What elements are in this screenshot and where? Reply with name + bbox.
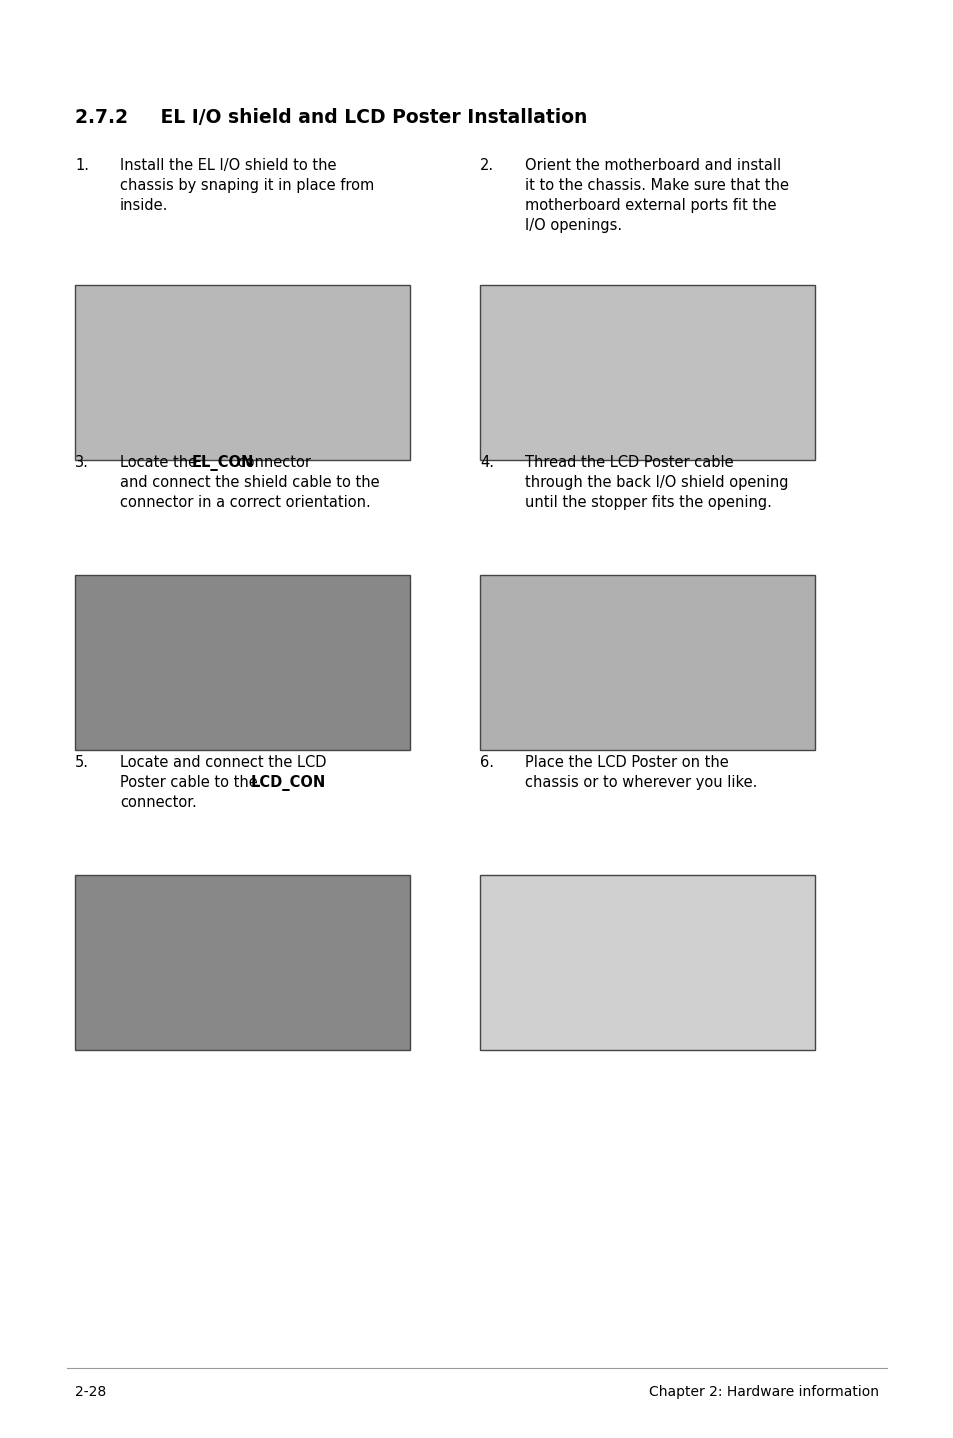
Text: it to the chassis. Make sure that the: it to the chassis. Make sure that the — [524, 178, 788, 193]
Text: LCD_CON: LCD_CON — [250, 775, 325, 791]
Text: Locate and connect the LCD: Locate and connect the LCD — [120, 755, 326, 769]
Text: through the back I/O shield opening: through the back I/O shield opening — [524, 475, 788, 490]
Text: 2.7.2     EL I/O shield and LCD Poster Installation: 2.7.2 EL I/O shield and LCD Poster Insta… — [75, 108, 587, 127]
Text: Chapter 2: Hardware information: Chapter 2: Hardware information — [648, 1385, 878, 1399]
Text: Install the EL I/O shield to the: Install the EL I/O shield to the — [120, 158, 336, 173]
Text: Locate the: Locate the — [120, 454, 201, 470]
Text: 5.: 5. — [75, 755, 89, 769]
Text: connector.: connector. — [120, 795, 196, 810]
Text: Thread the LCD Poster cable: Thread the LCD Poster cable — [524, 454, 733, 470]
Text: 2.: 2. — [479, 158, 494, 173]
Text: Place the LCD Poster on the: Place the LCD Poster on the — [524, 755, 728, 769]
Bar — [75, 874, 410, 1050]
Text: Orient the motherboard and install: Orient the motherboard and install — [524, 158, 781, 173]
Bar — [75, 575, 410, 751]
Text: chassis or to wherever you like.: chassis or to wherever you like. — [524, 775, 757, 789]
Bar — [75, 285, 410, 460]
Bar — [479, 285, 814, 460]
Text: I/O openings.: I/O openings. — [524, 219, 621, 233]
Text: 3.: 3. — [75, 454, 89, 470]
Text: 2-28: 2-28 — [75, 1385, 106, 1399]
Text: EL_CON: EL_CON — [192, 454, 253, 472]
Text: connector: connector — [233, 454, 311, 470]
Text: connector in a correct orientation.: connector in a correct orientation. — [120, 495, 371, 510]
Text: chassis by snaping it in place from: chassis by snaping it in place from — [120, 178, 374, 193]
Text: 6.: 6. — [479, 755, 494, 769]
Text: 1.: 1. — [75, 158, 89, 173]
Bar — [479, 575, 814, 751]
Text: until the stopper fits the opening.: until the stopper fits the opening. — [524, 495, 771, 510]
Text: inside.: inside. — [120, 198, 168, 213]
Bar — [479, 874, 814, 1050]
Text: 4.: 4. — [479, 454, 494, 470]
Text: motherboard external ports fit the: motherboard external ports fit the — [524, 198, 776, 213]
Text: Poster cable to the: Poster cable to the — [120, 775, 262, 789]
Text: and connect the shield cable to the: and connect the shield cable to the — [120, 475, 379, 490]
